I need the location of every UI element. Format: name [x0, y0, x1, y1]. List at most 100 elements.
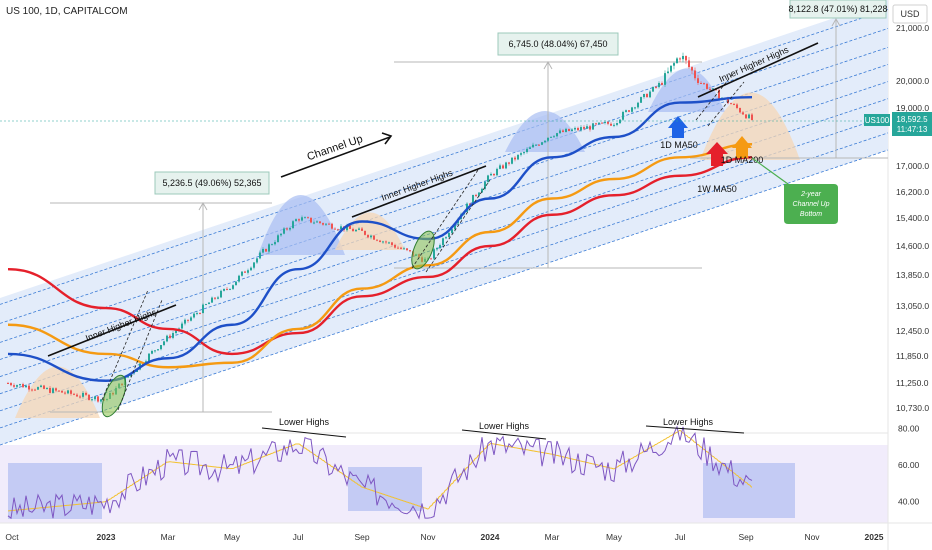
- candle-body: [406, 248, 408, 251]
- candle-body: [163, 341, 165, 346]
- candle-body: [280, 233, 282, 236]
- candle-body: [403, 248, 405, 250]
- measure-label-box-1: [154, 171, 270, 195]
- candle-body: [175, 330, 177, 334]
- callout-line-1: 2-year: [800, 191, 822, 198]
- measure-label-1: 5,236.5 (49.06%) 52,365: [162, 178, 261, 188]
- candle-body: [10, 383, 12, 386]
- candle-body: [361, 228, 363, 231]
- measure-label-box-3: [789, 0, 887, 19]
- candle-body: [448, 232, 450, 238]
- arc-highlight: [700, 92, 800, 160]
- inner-higher-highs-line-3: [697, 42, 819, 98]
- candle-body: [226, 288, 228, 290]
- candle-body: [205, 304, 207, 306]
- time-tick-label: Sep: [354, 532, 369, 542]
- candle-body: [73, 393, 75, 395]
- candle-body: [247, 270, 249, 273]
- candle-body: [49, 387, 51, 393]
- candle-body: [391, 242, 393, 245]
- ma50-1w-arrow-icon: [706, 142, 728, 166]
- candle-body: [433, 249, 435, 259]
- candle-body: [316, 221, 318, 223]
- candle-body: [286, 228, 288, 230]
- lower-highs-label: Lower Highs: [279, 417, 330, 427]
- candle-body: [346, 225, 348, 231]
- rsi-ma-line: [7, 429, 753, 512]
- candle-body: [100, 399, 102, 402]
- candle-body: [556, 133, 558, 137]
- candle-body: [229, 288, 231, 290]
- candle-body: [208, 302, 210, 305]
- price-tag-countdown: 11:47:13: [897, 125, 928, 134]
- ma200-arrow-icon: [732, 136, 752, 158]
- candle-body: [481, 188, 483, 193]
- candle-body: [190, 317, 192, 321]
- candle-body: [736, 104, 738, 109]
- price-tick-label: 13,050.0: [896, 301, 929, 311]
- symbol-tag: [864, 114, 890, 126]
- time-tick-label: Oct: [5, 532, 19, 542]
- candle-body: [484, 181, 486, 189]
- candle-body: [592, 123, 594, 130]
- candle-body: [340, 226, 342, 230]
- candle-body: [577, 127, 579, 131]
- candle-body: [670, 65, 672, 72]
- ma200-1d-line: [7, 143, 753, 369]
- candle-body: [388, 242, 390, 244]
- channel-line: [0, 64, 889, 360]
- candle-body: [34, 389, 36, 391]
- channel-up-arrow-line: [280, 136, 391, 178]
- candle-body: [319, 221, 321, 224]
- rsi-line: [7, 425, 753, 520]
- candle-body: [709, 88, 711, 90]
- candle-body: [253, 262, 255, 268]
- price-tick-label: 21,000.0: [896, 23, 929, 33]
- candle-body: [589, 126, 591, 130]
- candle-body: [382, 241, 384, 243]
- currency-button[interactable]: [892, 4, 928, 24]
- ma50-1w-label: 1W MA50: [697, 184, 737, 194]
- candle-body: [148, 353, 150, 362]
- candle-body: [82, 392, 84, 397]
- candle-body: [568, 128, 570, 132]
- candle-body: [256, 258, 258, 263]
- candle-body: [619, 119, 621, 124]
- candle-body: [67, 390, 69, 394]
- price-tick-label: 14,600.0: [896, 241, 929, 251]
- time-axis[interactable]: Oct 2023 Mar May Jul Sep Nov 2024 Mar May Jul Sep No…: [5, 532, 883, 542]
- candle-body: [499, 165, 501, 169]
- candle-body: [43, 385, 45, 389]
- candle-body: [172, 333, 174, 338]
- candle-body: [511, 157, 513, 164]
- ma200-1d-label: 1D MA200: [721, 155, 764, 165]
- candle-body: [622, 111, 624, 120]
- price-tick-label: 11,850.0: [896, 351, 929, 361]
- arc-highlight: [258, 195, 345, 255]
- candle-body: [553, 136, 555, 138]
- candle-body: [703, 83, 705, 85]
- candle-body: [271, 244, 273, 246]
- price-tick-label: 17,000.0: [896, 161, 929, 171]
- candle-body: [610, 123, 612, 126]
- lower-highs-label: Lower Highs: [663, 417, 714, 427]
- measure-tool-2: [394, 60, 702, 269]
- candle-body: [400, 247, 402, 249]
- candle-body: [637, 102, 639, 108]
- rsi-range-box: [8, 463, 102, 519]
- candle-body: [631, 107, 633, 112]
- ma50-1d-label: 1D MA50: [660, 140, 698, 150]
- channel-bottom-callout: 2-year Channel Up Bottom: [751, 157, 838, 224]
- candle-body: [586, 126, 588, 129]
- candle-body: [526, 148, 528, 153]
- candle-body: [292, 221, 294, 229]
- candle-body: [157, 349, 159, 351]
- ma50-1w-line: [7, 156, 753, 356]
- candle-body: [691, 67, 693, 71]
- candle-body: [634, 107, 636, 109]
- price-scale[interactable]: 21,000.0 20,000.0 19,000.0 17,000.0 16,200.0…: [896, 23, 929, 413]
- candle-body: [535, 144, 537, 146]
- measure-label-3: 8,122.8 (47.01%) 81,228: [788, 4, 887, 14]
- candle-body: [217, 297, 219, 299]
